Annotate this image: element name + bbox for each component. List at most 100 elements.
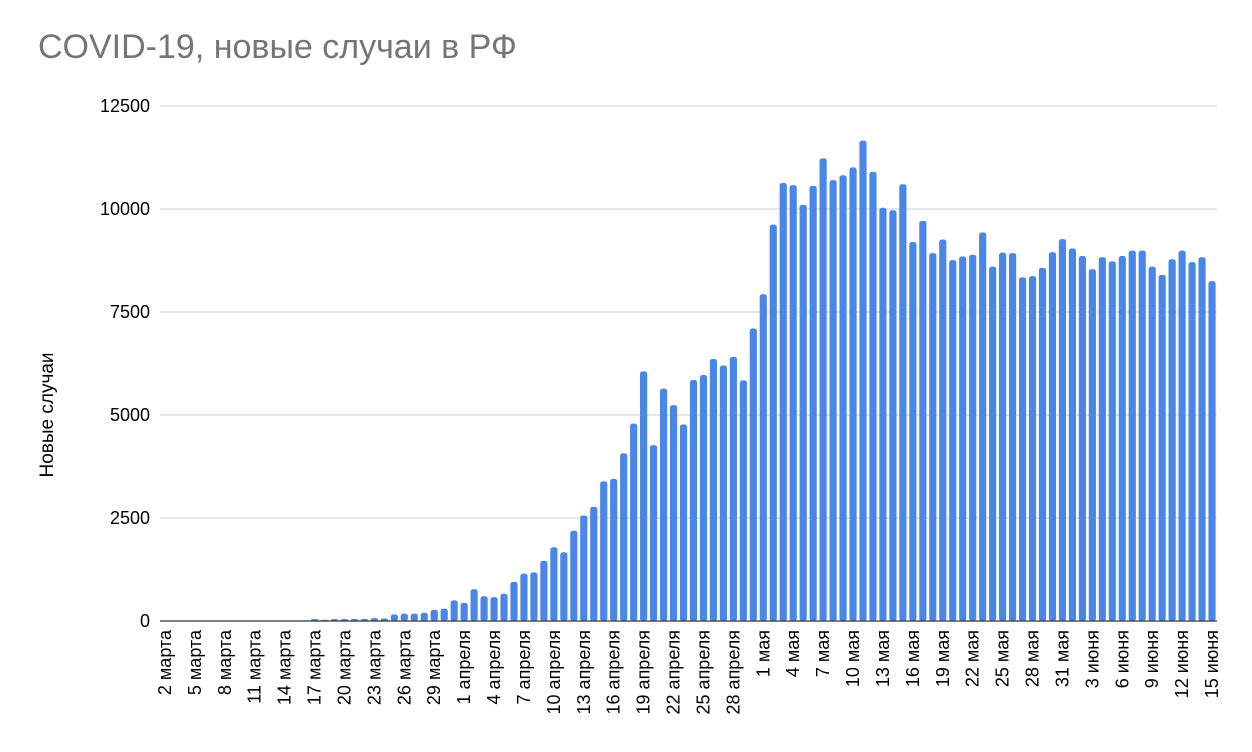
y-tick-label: 7500 — [110, 302, 150, 322]
x-tick-label: 12 июня — [1172, 630, 1192, 698]
y-tick-label: 10000 — [100, 199, 150, 219]
y-tick-label: 5000 — [110, 405, 150, 425]
bar — [719, 365, 727, 621]
bar — [410, 613, 418, 621]
x-tick-label: 15 июня — [1202, 630, 1222, 698]
bar — [959, 256, 967, 621]
bar — [1208, 281, 1216, 621]
bar — [1198, 257, 1206, 621]
bar — [829, 180, 837, 621]
bar — [1188, 262, 1196, 621]
bar — [450, 600, 458, 621]
y-axis-ticks: 0 2500 5000 7500 10000 12500 — [100, 96, 150, 631]
x-tick-label: 4 мая — [783, 630, 803, 677]
chart-title: COVID-19, новые случаи в РФ — [38, 28, 517, 66]
x-tick-label: 31 мая — [1052, 630, 1072, 687]
y-tick-label: 12500 — [100, 96, 150, 116]
bar — [380, 618, 388, 621]
bar — [929, 253, 937, 622]
bar — [1138, 250, 1146, 621]
bar — [969, 254, 977, 621]
bar — [749, 328, 757, 621]
bar — [560, 552, 568, 621]
bar — [440, 608, 448, 621]
bar — [1148, 266, 1156, 621]
bar — [939, 239, 947, 621]
bar — [570, 530, 578, 621]
x-tick-label: 16 апреля — [604, 630, 624, 714]
bar — [600, 481, 608, 621]
x-tick-label: 25 апреля — [693, 630, 713, 714]
bar — [590, 506, 598, 621]
bar — [1158, 274, 1166, 621]
bar — [520, 573, 528, 621]
bar — [1108, 261, 1116, 621]
bar — [630, 423, 638, 621]
bar — [1118, 255, 1126, 621]
bar — [1058, 239, 1067, 622]
y-tick-label: 0 — [140, 611, 150, 631]
bar — [689, 379, 698, 621]
bar — [659, 388, 668, 621]
x-tick-label: 20 марта — [334, 629, 354, 705]
bar — [949, 260, 957, 621]
x-tick-label: 16 мая — [903, 630, 923, 687]
bar — [739, 380, 747, 621]
bar — [849, 167, 857, 621]
bars — [310, 140, 1216, 622]
bar — [819, 158, 827, 621]
bar — [1088, 269, 1096, 621]
x-tick-label: 2 марта — [155, 629, 175, 695]
bar — [919, 220, 927, 621]
x-tick-label: 28 мая — [1023, 630, 1043, 687]
bar — [809, 185, 817, 622]
bar — [390, 614, 398, 621]
bar — [550, 547, 558, 621]
bar — [889, 210, 897, 621]
bar — [979, 232, 987, 621]
x-tick-label: 7 мая — [813, 630, 833, 677]
bar — [879, 207, 887, 621]
bar — [1128, 250, 1136, 621]
bar — [460, 602, 468, 621]
bar — [510, 581, 518, 621]
y-tick-label: 2500 — [110, 508, 150, 528]
x-tick-label: 13 апреля — [574, 630, 594, 714]
x-tick-label: 4 апреля — [484, 630, 504, 704]
bar — [799, 204, 807, 621]
bar — [480, 596, 488, 621]
x-tick-label: 8 марта — [215, 629, 235, 695]
bar — [620, 453, 628, 621]
bar — [899, 184, 907, 621]
bar — [989, 266, 997, 621]
bar — [699, 375, 708, 621]
bar — [769, 224, 777, 621]
bar — [1068, 248, 1077, 621]
y-axis-title: Новые случаи — [37, 352, 58, 477]
bar — [430, 609, 438, 621]
bar — [1168, 259, 1176, 621]
bar — [490, 597, 498, 621]
bar — [500, 593, 508, 621]
bar — [420, 612, 428, 621]
x-tick-label: 23 марта — [364, 629, 384, 705]
bar — [1178, 250, 1186, 621]
bar — [530, 572, 538, 621]
x-tick-label: 10 мая — [843, 630, 863, 687]
bar — [669, 405, 678, 621]
bar — [650, 445, 658, 621]
bar — [400, 613, 408, 621]
bar — [370, 618, 378, 621]
bar — [729, 356, 737, 621]
bar — [779, 183, 787, 621]
bar — [869, 171, 877, 622]
bar — [709, 358, 718, 621]
x-tick-label: 1 мая — [753, 630, 773, 677]
x-tick-label: 6 июня — [1112, 630, 1132, 688]
bar — [640, 371, 648, 621]
bar — [1098, 257, 1106, 621]
bar — [470, 589, 478, 621]
bar — [679, 424, 688, 621]
x-tick-label: 3 июня — [1082, 630, 1102, 688]
